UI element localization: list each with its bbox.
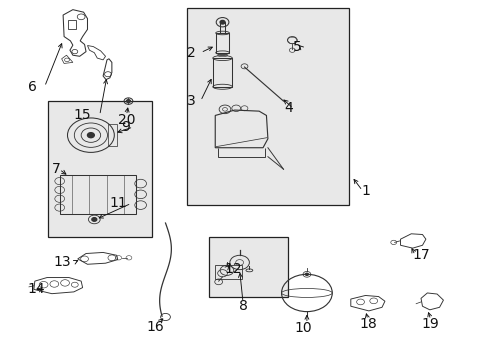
Text: 15: 15	[73, 108, 91, 122]
Text: 4: 4	[284, 101, 293, 115]
Text: 1: 1	[361, 184, 369, 198]
Circle shape	[87, 133, 94, 138]
Bar	[219, 22, 225, 33]
Text: 20: 20	[118, 113, 135, 127]
Bar	[60, 175, 136, 214]
Text: 16: 16	[146, 320, 164, 334]
Text: 14: 14	[27, 282, 45, 296]
Bar	[209, 237, 288, 297]
Text: 11: 11	[109, 196, 127, 210]
Circle shape	[305, 273, 308, 275]
Circle shape	[92, 218, 97, 221]
Bar	[108, 125, 117, 146]
Text: 18: 18	[358, 317, 376, 331]
Text: 17: 17	[412, 248, 429, 262]
Bar	[215, 265, 242, 279]
Bar	[212, 58, 232, 87]
Text: 19: 19	[421, 317, 439, 331]
Bar	[215, 33, 229, 53]
Text: 13: 13	[54, 256, 71, 270]
Text: 10: 10	[294, 321, 311, 335]
Circle shape	[126, 100, 130, 103]
Text: 3: 3	[186, 94, 195, 108]
Text: 9: 9	[121, 120, 130, 134]
Text: 2: 2	[186, 46, 195, 60]
Text: 8: 8	[238, 299, 247, 313]
Bar	[186, 8, 348, 205]
Text: 6: 6	[27, 80, 36, 94]
Text: 5: 5	[293, 40, 302, 54]
Text: 7: 7	[52, 162, 61, 176]
Circle shape	[220, 21, 224, 24]
Text: 12: 12	[224, 262, 241, 276]
Bar	[48, 101, 152, 237]
